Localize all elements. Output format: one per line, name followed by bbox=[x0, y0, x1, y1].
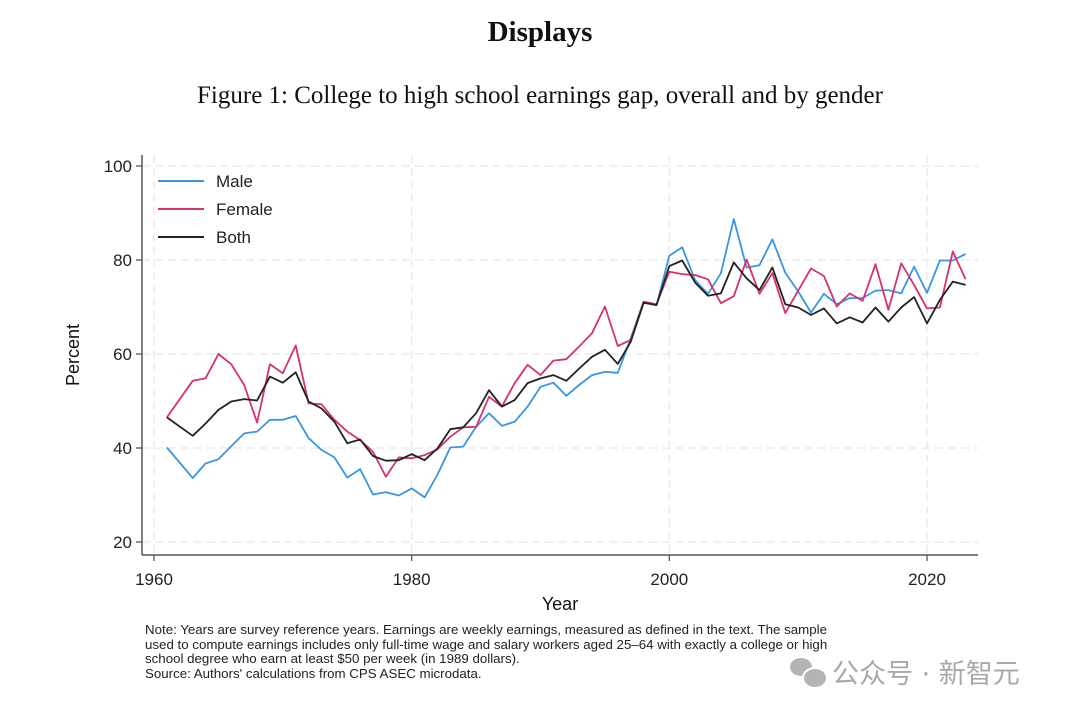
series-lines bbox=[166, 218, 967, 499]
y-tick-label: 40 bbox=[113, 439, 132, 458]
x-tick-label: 2000 bbox=[650, 570, 688, 589]
wechat-icon bbox=[790, 657, 828, 689]
y-tick-label: 100 bbox=[104, 157, 132, 176]
figure-note: Note: Years are survey reference years. … bbox=[145, 622, 985, 681]
source-line: Source: Authors' calculations from CPS A… bbox=[145, 665, 482, 681]
legend-label-female: Female bbox=[216, 200, 273, 219]
note-line: used to compute earnings includes only f… bbox=[145, 636, 828, 652]
watermark-text: 公众号 · 新智元 bbox=[832, 659, 1020, 690]
series-line-female bbox=[166, 250, 967, 478]
legend: Male Female Both bbox=[158, 172, 273, 247]
gridlines bbox=[142, 155, 978, 555]
legend-label-both: Both bbox=[216, 228, 251, 247]
series-line-both bbox=[166, 259, 966, 462]
x-tick-label: 2020 bbox=[908, 570, 946, 589]
y-tick-label: 60 bbox=[113, 345, 132, 364]
y-tick-label: 80 bbox=[113, 251, 132, 270]
x-tick-label: 1960 bbox=[135, 570, 173, 589]
figure-title: Figure 1: College to high school earning… bbox=[197, 82, 883, 109]
section-heading: Displays bbox=[487, 16, 593, 48]
x-axis-label: Year bbox=[542, 594, 578, 614]
axes bbox=[136, 155, 978, 561]
line-chart: 20 40 60 80 100 1960 1980 2000 2020 Male Female Bo… bbox=[63, 155, 978, 614]
watermark: 公众号 · 新智元 bbox=[790, 652, 1020, 691]
y-axis-label: Percent bbox=[63, 324, 83, 386]
y-tick-label: 20 bbox=[113, 533, 132, 552]
note-line: school degree who earn at least $50 per … bbox=[145, 651, 520, 666]
legend-label-male: Male bbox=[216, 172, 253, 191]
tick-labels: 20 40 60 80 100 1960 1980 2000 2020 bbox=[104, 157, 946, 589]
note-line: Note: Years are survey reference years. … bbox=[145, 622, 827, 637]
x-tick-label: 1980 bbox=[393, 570, 431, 589]
